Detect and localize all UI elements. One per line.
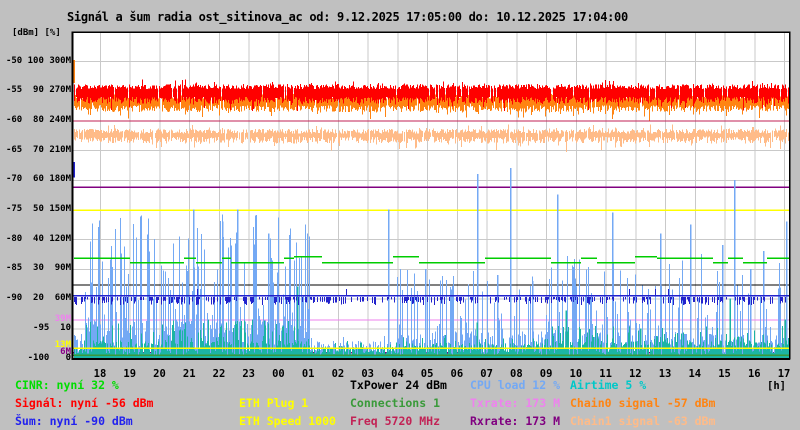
legend-item: Connections 1 bbox=[350, 396, 441, 410]
x-axis-hour-label: 01 bbox=[301, 368, 315, 380]
x-axis-hour-label: 22 bbox=[212, 368, 226, 380]
legend-item: CINR: nyní 32 % bbox=[15, 378, 119, 392]
y-axis-unit-label: [dBm] [%] bbox=[12, 28, 61, 38]
x-axis-hour-label: 05 bbox=[420, 368, 434, 380]
legend-item: CPU load 12 % bbox=[470, 378, 561, 392]
x-axis-hour-label: 02 bbox=[331, 368, 345, 380]
y-axis-colored-tick: 39M bbox=[54, 314, 71, 325]
y-axis-colored-tick: 13M bbox=[54, 340, 71, 351]
y-axis-label-row: -70 60 180M bbox=[0, 174, 71, 185]
x-axis-hour-label: 00 bbox=[272, 368, 285, 380]
x-axis-hour-label: 13 bbox=[658, 368, 672, 380]
x-axis-hour-label: 16 bbox=[747, 368, 761, 380]
legend-item: Signál: nyní -56 dBm bbox=[15, 396, 154, 410]
x-axis-hour-label: 06 bbox=[450, 368, 464, 380]
legend-item: Freq 5720 MHz bbox=[350, 414, 441, 428]
y-axis-label-row: -50 100 300M bbox=[0, 55, 71, 66]
x-axis-hour-label: 14 bbox=[688, 368, 702, 380]
x-axis-hour-label: 18 bbox=[93, 368, 107, 380]
x-axis-hour-label: 15 bbox=[718, 368, 731, 380]
legend-item: Chain0 signal -57 dBm bbox=[570, 396, 716, 410]
y-axis-label-row: -65 70 210M bbox=[0, 144, 71, 155]
y-axis-label-row: -55 90 270M bbox=[0, 85, 71, 96]
y-axis-colored-tick: 6M bbox=[60, 347, 71, 358]
x-axis-hour-label: 19 bbox=[123, 368, 137, 380]
x-axis-hour-label: 12 bbox=[628, 368, 642, 380]
x-axis-unit-label: [h] bbox=[767, 380, 786, 392]
y-axis-label-row: -85 30 90M bbox=[0, 263, 71, 274]
x-axis-hour-label: 10 bbox=[569, 368, 583, 380]
legend-item: Chain1 signal -63 dBm bbox=[570, 414, 716, 428]
x-axis-hour-label: 03 bbox=[361, 368, 374, 380]
y-axis-label-row: -75 50 150M bbox=[0, 204, 71, 214]
y-axis-label-row: -80 40 120M bbox=[0, 233, 71, 244]
y-axis-label-row: -95 10 bbox=[27, 322, 71, 333]
x-axis-hour-label: 23 bbox=[242, 368, 256, 380]
y-axis-label-row: -90 20 60M bbox=[0, 293, 71, 304]
legend-item: Airtime 5 % bbox=[570, 378, 647, 392]
legend-item: TxPower 24 dBm bbox=[350, 378, 447, 392]
x-axis-hour-label: 21 bbox=[182, 368, 196, 380]
x-axis-hour-label: 08 bbox=[510, 368, 523, 380]
x-axis-hour-label: 07 bbox=[480, 368, 493, 380]
legend-item: Šum: nyní -90 dBm bbox=[15, 414, 133, 428]
legend-item: Txrate: 173 M bbox=[470, 396, 561, 410]
x-axis-hour-label: 04 bbox=[391, 368, 404, 380]
x-axis-hour-label: 20 bbox=[153, 368, 166, 380]
x-axis-hour-label: 11 bbox=[599, 368, 612, 380]
legend-item: ETH Plug 1 bbox=[239, 396, 309, 410]
x-axis-hour-label: 17 bbox=[777, 368, 791, 380]
y-axis-label-row: -100 0 bbox=[27, 352, 71, 363]
legend-item: Rxrate: 173 M bbox=[470, 414, 561, 428]
y-axis-label-row: -60 80 240M bbox=[0, 114, 71, 125]
x-axis-hour-label: 09 bbox=[539, 368, 553, 380]
chart-title: Signál a šum radia ost_sitinova_ac od: 9… bbox=[67, 10, 628, 24]
legend-item: ETH Speed 1000 bbox=[239, 414, 336, 428]
